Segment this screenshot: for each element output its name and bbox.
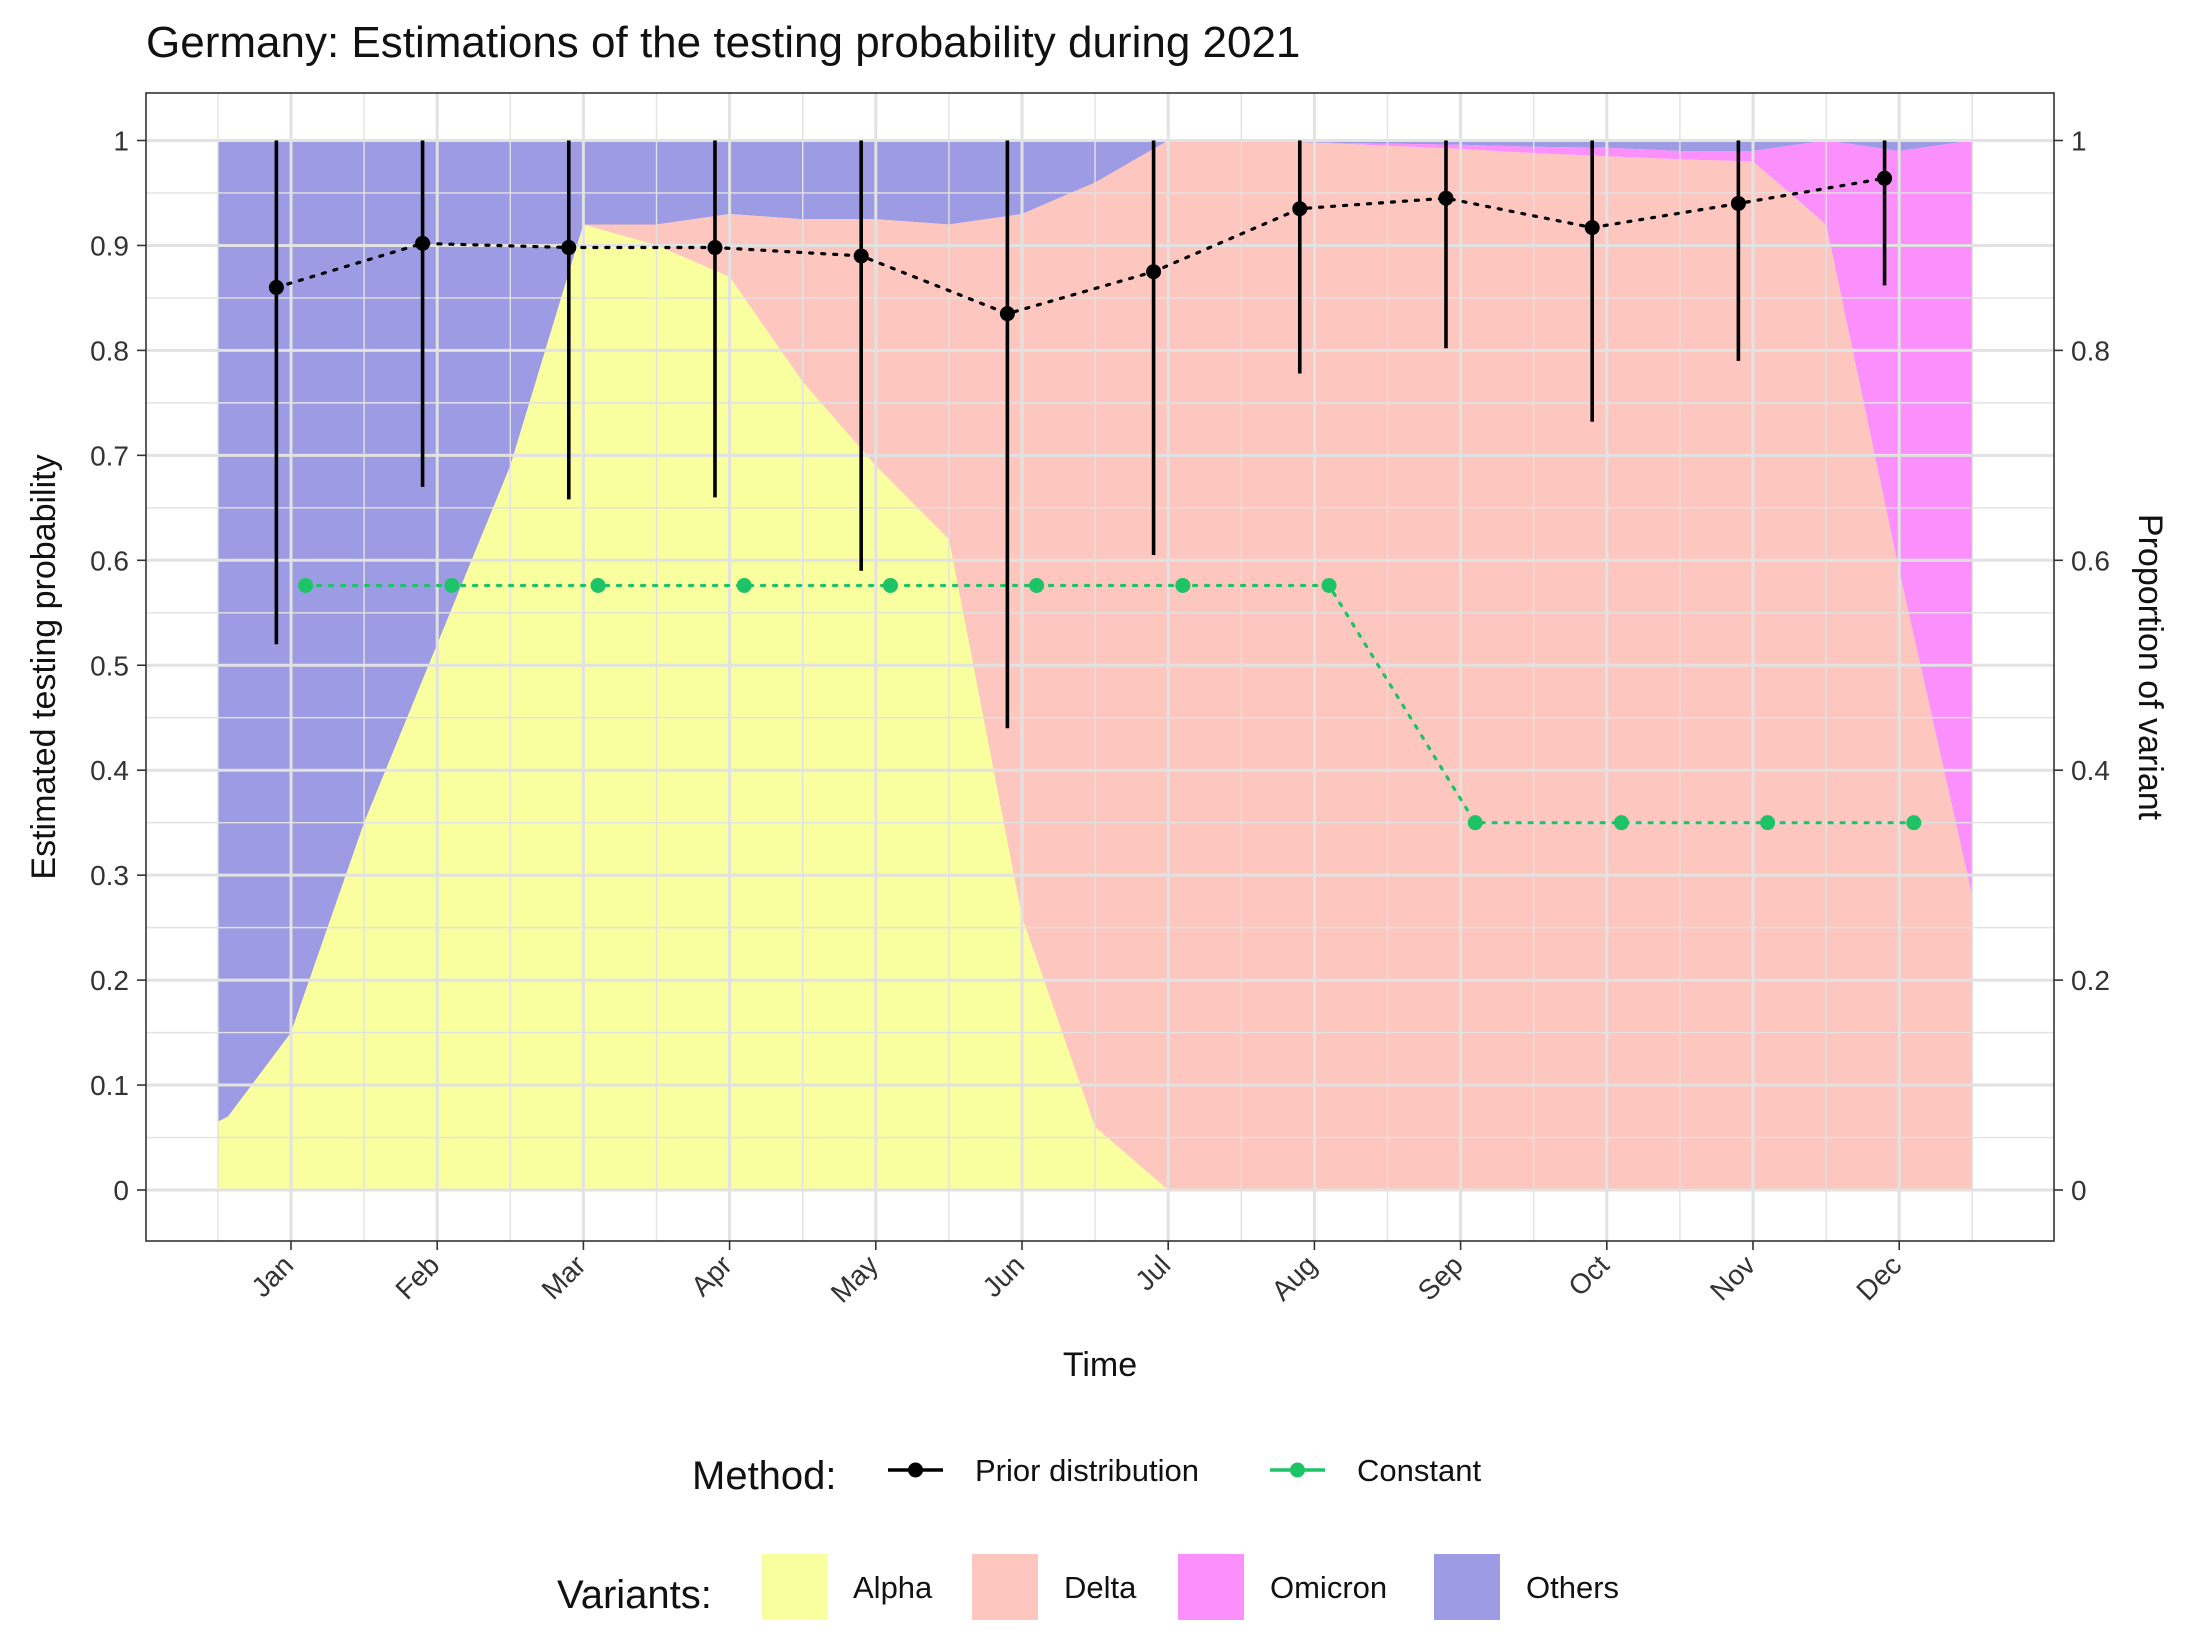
y-tick-label: 0.5 (90, 650, 129, 681)
x-axis-title: Time (1063, 1346, 1137, 1384)
point-prior-distribution (1292, 201, 1308, 217)
point-prior-distribution (999, 306, 1015, 322)
point-prior-distribution (1584, 220, 1600, 236)
y-tick-label: 0.2 (90, 965, 129, 996)
y-tick-label: 0.3 (90, 860, 129, 891)
y2-tick-label: 1 (2071, 126, 2087, 157)
y-tick-label: 0 (113, 1175, 129, 1206)
point-constant (736, 577, 752, 593)
point-constant (1467, 815, 1483, 831)
y2-tick-label: 0.8 (2071, 335, 2110, 366)
method-legend: Prior distribution Constant (888, 1453, 1481, 1488)
variants-legend: Alpha Delta Omicron Others (762, 1554, 1619, 1620)
legend-label-delta: Delta (1064, 1570, 1137, 1605)
point-prior-distribution (561, 240, 577, 256)
error-bars (274, 140, 1887, 729)
legend-key-point-prior-distribution (908, 1462, 923, 1478)
y-tick-label: 0.7 (90, 440, 129, 471)
y-tick-label: 0.9 (90, 230, 129, 261)
y-tick-label: 1 (113, 126, 129, 157)
point-prior-distribution (707, 240, 723, 256)
y2-tick-label: 0.6 (2071, 545, 2110, 576)
y2-tick-label: 0.2 (2071, 965, 2110, 996)
point-constant (444, 577, 460, 593)
legend-label-prior-distribution: Prior distribution (975, 1453, 1199, 1488)
series-lines (274, 176, 1916, 825)
y2-axis-title: Proportion of variant (2131, 514, 2169, 821)
line-prior-distribution (274, 176, 1887, 316)
legend-swatch-omicron (1178, 1554, 1244, 1620)
line-constant (304, 583, 1916, 825)
variants-legend-title: Variants: (557, 1573, 712, 1617)
point-prior-distribution (1438, 190, 1454, 206)
legend-swatch-delta (972, 1554, 1038, 1620)
point-constant (298, 577, 314, 593)
area-others (217, 140, 1973, 1122)
legend-key-point-constant (1290, 1462, 1305, 1478)
legend-label-others: Others (1526, 1570, 1619, 1605)
y2-tick-label: 0 (2071, 1175, 2087, 1206)
point-constant (1760, 815, 1776, 831)
legend-label-omicron: Omicron (1270, 1570, 1387, 1605)
y-tick-label: 0.4 (90, 755, 129, 786)
y-tick-label: 0.6 (90, 545, 129, 576)
legend-label-constant: Constant (1357, 1453, 1481, 1488)
point-prior-distribution (1730, 195, 1746, 211)
y-tick-label: 0.8 (90, 335, 129, 366)
point-constant (1175, 577, 1191, 593)
point-prior-distribution (1146, 264, 1162, 280)
point-constant (1906, 815, 1922, 831)
point-prior-distribution (853, 248, 869, 264)
point-prior-distribution (268, 279, 284, 295)
point-constant (1613, 815, 1629, 831)
method-legend-title: Method: (692, 1454, 837, 1498)
point-constant (590, 577, 606, 593)
legend-swatch-alpha (762, 1554, 828, 1620)
legend-swatch-others (1434, 1554, 1500, 1620)
chart-title: Germany: Estimations of the testing prob… (146, 18, 1300, 67)
grid-lines (146, 93, 2054, 1241)
point-prior-distribution (415, 235, 431, 251)
point-prior-distribution (1877, 170, 1893, 186)
y-axis-title: Estimated testing probability (25, 454, 63, 879)
point-constant (1321, 577, 1337, 593)
plot-border (145, 92, 2055, 1242)
point-constant (882, 577, 898, 593)
series-points (268, 170, 1922, 831)
legend-label-alpha: Alpha (853, 1570, 933, 1605)
y-tick-label: 0.1 (90, 1070, 129, 1101)
point-constant (1029, 577, 1045, 593)
y2-tick-label: 0.4 (2071, 755, 2110, 786)
